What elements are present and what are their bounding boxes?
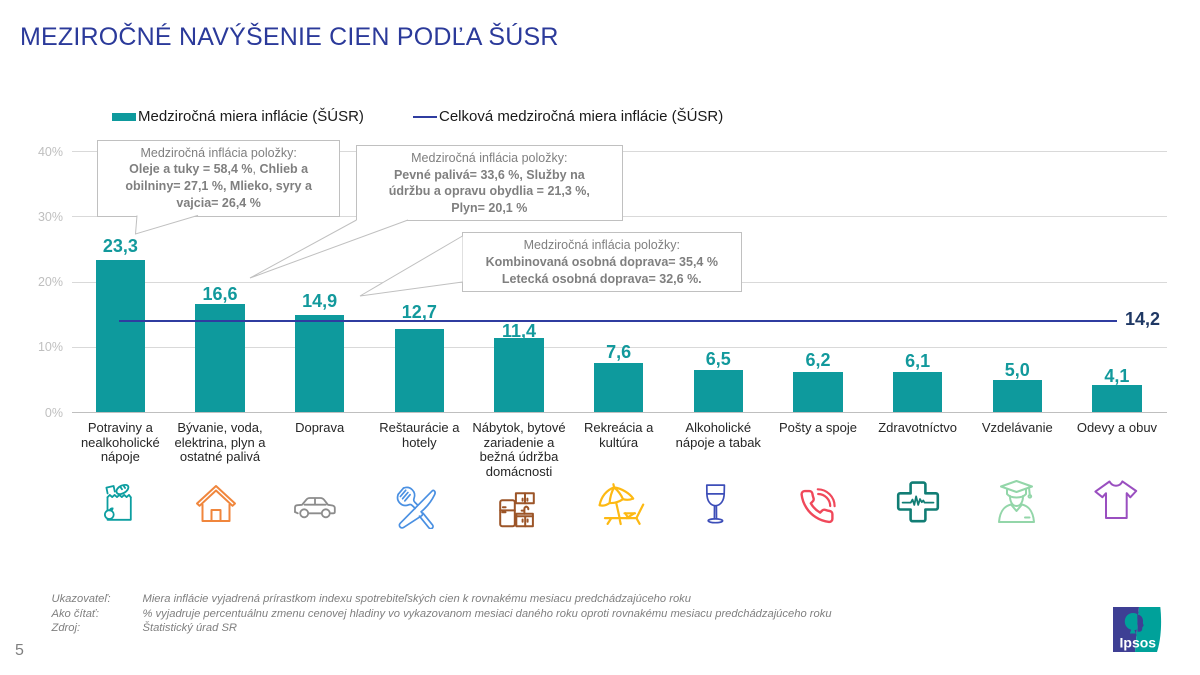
svg-text:Ipsos: Ipsos <box>1120 635 1157 651</box>
